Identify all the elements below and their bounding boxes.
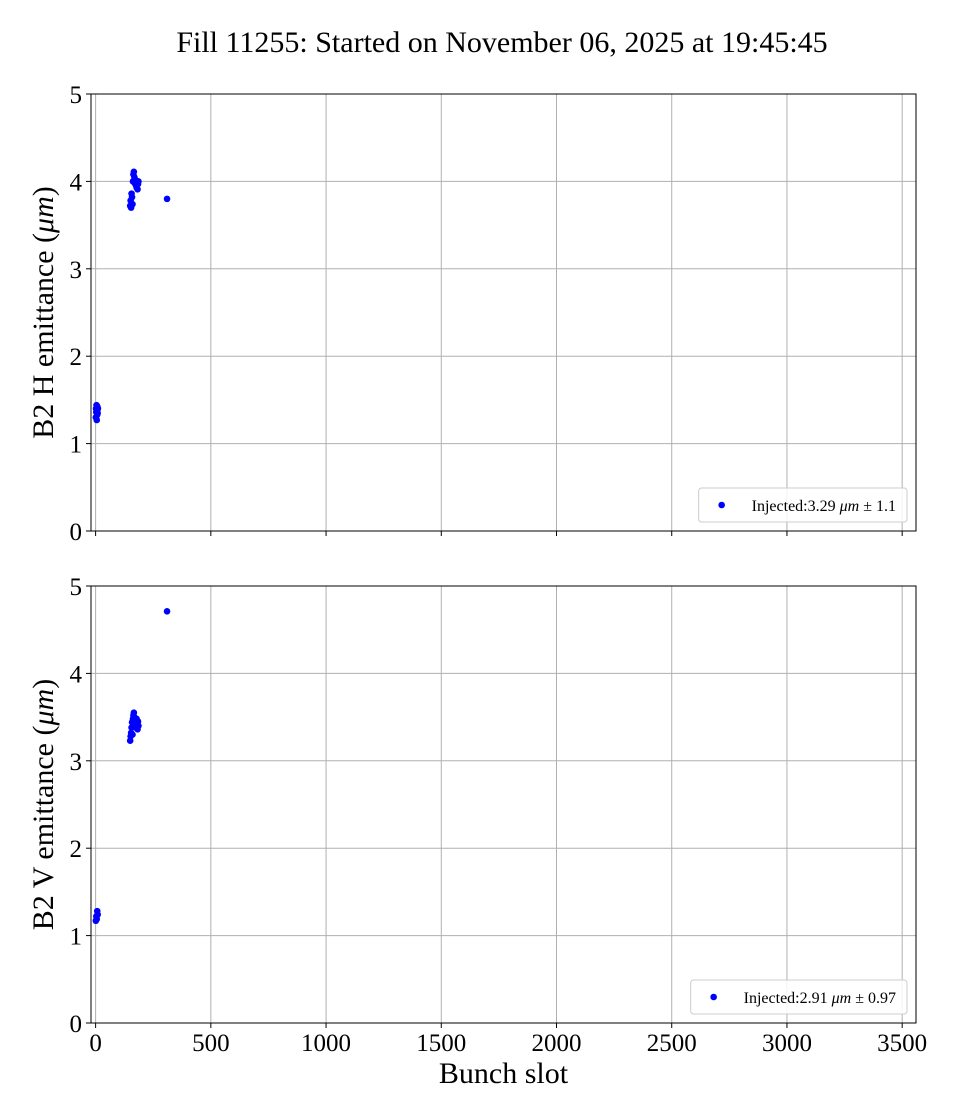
emittance-v-panel: 0 500 1000 1500 2000 2500 3000 3500 0 1 2 3 4 5 B2 V e…	[27, 574, 927, 1090]
data-point	[94, 911, 101, 918]
data-point	[135, 178, 142, 185]
data-point	[128, 193, 136, 201]
legend-v: Injected:2.91 μm ± 0.97	[690, 979, 908, 1015]
y-axis-label-h: B2 H emittance (μm)	[27, 186, 60, 439]
data-point	[134, 185, 141, 193]
figure-title: Fill 11255: Started on November 06, 2025…	[176, 26, 827, 59]
data-point	[93, 416, 101, 424]
x-tick-label: 500	[192, 1030, 230, 1057]
data-point	[129, 200, 136, 208]
legend-box	[690, 979, 908, 1015]
y-tick-label: 1	[70, 924, 83, 951]
x-tick-label: 3500	[877, 1030, 927, 1057]
y-tick-label: 5	[70, 574, 83, 601]
data-point	[135, 722, 142, 730]
y-axis-label-v: B2 V emittance (μm)	[27, 679, 60, 930]
emittance-h-panel: 0 1 2 3 4 5 B2 H emittance (μm) Injected:3.29 μ…	[27, 82, 917, 546]
legend-marker	[718, 501, 725, 509]
legend-h: Injected:3.29 μm ± 1.1	[698, 487, 908, 523]
legend-label: Injected:3.29 μm ± 1.1	[752, 498, 896, 515]
axes-frame-v	[90, 585, 917, 1024]
x-tick-label: 0	[89, 1030, 102, 1057]
data-point	[94, 405, 102, 412]
legend-marker	[710, 993, 717, 1001]
y-tick-label: 3	[70, 257, 83, 284]
y-tick-label: 4	[70, 169, 83, 196]
x-tick-label: 2500	[647, 1030, 697, 1057]
y-tick-label: 2	[70, 344, 83, 371]
x-tick-label: 3000	[762, 1030, 812, 1057]
x-tick-label: 1500	[416, 1030, 466, 1057]
y-tick-label: 0	[70, 1011, 83, 1038]
legend-box	[698, 487, 908, 523]
data-point	[163, 195, 171, 203]
y-tick-label: 3	[70, 749, 83, 776]
y-tick-label: 4	[70, 661, 83, 688]
x-tick-label: 2000	[532, 1030, 582, 1057]
legend-label: Injected:2.91 μm ± 0.97	[744, 990, 896, 1007]
data-point	[130, 168, 138, 176]
axes-frame-h	[90, 93, 917, 532]
y-tick-label: 2	[70, 836, 83, 863]
data-point	[129, 731, 136, 738]
y-tick-label: 1	[70, 432, 83, 459]
y-tick-label: 0	[70, 519, 83, 546]
x-axis-label: Bunch slot	[439, 1057, 569, 1090]
data-point	[163, 608, 171, 615]
x-tick-label: 1000	[301, 1030, 351, 1057]
y-tick-label: 5	[70, 82, 83, 109]
